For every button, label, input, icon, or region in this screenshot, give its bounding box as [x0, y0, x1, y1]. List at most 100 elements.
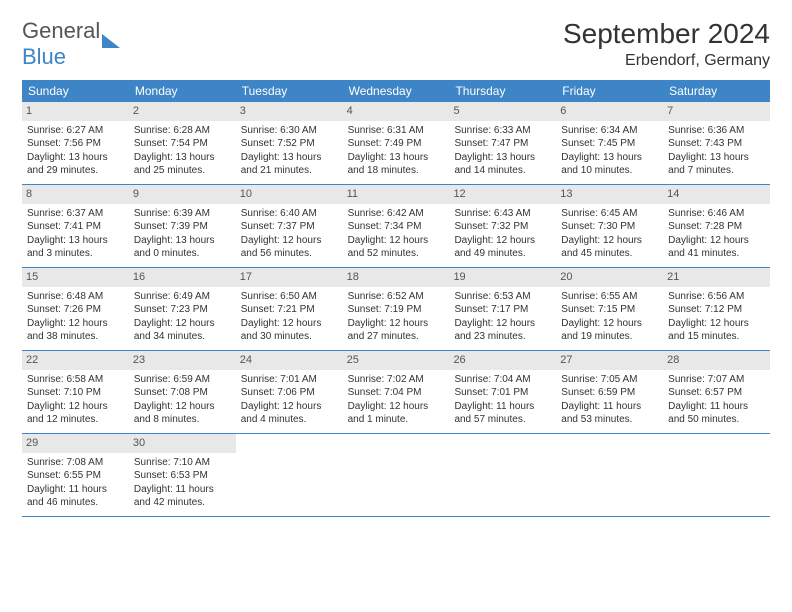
dl1-line: Daylight: 13 hours	[241, 151, 338, 165]
dl2-line: and 27 minutes.	[348, 330, 445, 344]
day-cell	[449, 434, 556, 516]
sunset-line: Sunset: 7:26 PM	[27, 303, 124, 317]
dl2-line: and 49 minutes.	[454, 247, 551, 261]
sunset-line: Sunset: 7:08 PM	[134, 386, 231, 400]
day-number: 22	[22, 351, 129, 370]
dl1-line: Daylight: 12 hours	[134, 400, 231, 414]
dl2-line: and 52 minutes.	[348, 247, 445, 261]
dl2-line: and 18 minutes.	[348, 164, 445, 178]
dl1-line: Daylight: 12 hours	[561, 234, 658, 248]
day-header-sunday: Sunday	[22, 80, 129, 102]
dl1-line: Daylight: 12 hours	[241, 400, 338, 414]
day-number: 18	[343, 268, 450, 287]
sunset-line: Sunset: 7:54 PM	[134, 137, 231, 151]
sunset-line: Sunset: 7:19 PM	[348, 303, 445, 317]
sunrise-line: Sunrise: 6:58 AM	[27, 373, 124, 387]
location-label: Erbendorf, Germany	[563, 52, 770, 70]
dl2-line: and 34 minutes.	[134, 330, 231, 344]
sunset-line: Sunset: 7:06 PM	[241, 386, 338, 400]
sunrise-line: Sunrise: 6:27 AM	[27, 124, 124, 138]
sunrise-line: Sunrise: 6:53 AM	[454, 290, 551, 304]
sunrise-line: Sunrise: 6:37 AM	[27, 207, 124, 221]
day-header-friday: Friday	[556, 80, 663, 102]
dl1-line: Daylight: 11 hours	[27, 483, 124, 497]
dl1-line: Daylight: 12 hours	[27, 400, 124, 414]
sunset-line: Sunset: 7:49 PM	[348, 137, 445, 151]
dl1-line: Daylight: 12 hours	[561, 317, 658, 331]
day-number: 14	[663, 185, 770, 204]
dl2-line: and 45 minutes.	[561, 247, 658, 261]
day-cell: 8 Sunrise: 6:37 AMSunset: 7:41 PMDaylight…	[22, 185, 129, 267]
sunrise-line: Sunrise: 6:52 AM	[348, 290, 445, 304]
day-number: 28	[663, 351, 770, 370]
dl1-line: Daylight: 12 hours	[668, 234, 765, 248]
day-cell: 27Sunrise: 7:05 AMSunset: 6:59 PMDayligh…	[556, 351, 663, 433]
sunrise-line: Sunrise: 7:04 AM	[454, 373, 551, 387]
dl1-line: Daylight: 12 hours	[454, 234, 551, 248]
sunset-line: Sunset: 7:04 PM	[348, 386, 445, 400]
day-number: 2	[129, 102, 236, 121]
dl2-line: and 23 minutes.	[454, 330, 551, 344]
sunrise-line: Sunrise: 6:45 AM	[561, 207, 658, 221]
day-number: 16	[129, 268, 236, 287]
week-row: 1Sunrise: 6:27 AMSunset: 7:56 PMDaylight…	[22, 102, 770, 185]
day-header-saturday: Saturday	[663, 80, 770, 102]
dl1-line: Daylight: 13 hours	[27, 234, 124, 248]
weeks-container: 1Sunrise: 6:27 AMSunset: 7:56 PMDaylight…	[22, 102, 770, 517]
sunset-line: Sunset: 7:28 PM	[668, 220, 765, 234]
sunset-line: Sunset: 7:47 PM	[454, 137, 551, 151]
sunrise-line: Sunrise: 6:43 AM	[454, 207, 551, 221]
dl1-line: Daylight: 12 hours	[27, 317, 124, 331]
sunset-line: Sunset: 7:21 PM	[241, 303, 338, 317]
dl2-line: and 0 minutes.	[134, 247, 231, 261]
day-cell: 6Sunrise: 6:34 AMSunset: 7:45 PMDaylight…	[556, 102, 663, 184]
dl1-line: Daylight: 13 hours	[27, 151, 124, 165]
day-cell: 14Sunrise: 6:46 AMSunset: 7:28 PMDayligh…	[663, 185, 770, 267]
dl1-line: Daylight: 12 hours	[241, 317, 338, 331]
day-number: 26	[449, 351, 556, 370]
day-number: 3	[236, 102, 343, 121]
dl1-line: Daylight: 12 hours	[668, 317, 765, 331]
week-row: 8Sunrise: 6:37 AMSunset: 7:41 PMDaylight…	[22, 185, 770, 268]
sunset-line: Sunset: 7:01 PM	[454, 386, 551, 400]
day-cell: 23Sunrise: 6:59 AMSunset: 7:08 PMDayligh…	[129, 351, 236, 433]
day-number: 12	[449, 185, 556, 204]
day-number: 7	[663, 102, 770, 121]
day-cell: 19Sunrise: 6:53 AMSunset: 7:17 PMDayligh…	[449, 268, 556, 350]
dl2-line: and 3 minutes.	[27, 247, 124, 261]
day-cell: 15Sunrise: 6:48 AMSunset: 7:26 PMDayligh…	[22, 268, 129, 350]
day-number: 30	[129, 434, 236, 453]
dl1-line: Daylight: 12 hours	[348, 317, 445, 331]
dl1-line: Daylight: 13 hours	[134, 151, 231, 165]
header: General Blue September 2024 Erbendorf, G…	[22, 18, 770, 70]
sunset-line: Sunset: 7:41 PM	[27, 220, 124, 234]
day-cell: 9Sunrise: 6:39 AMSunset: 7:39 PMDaylight…	[129, 185, 236, 267]
sunset-line: Sunset: 7:37 PM	[241, 220, 338, 234]
sunset-line: Sunset: 7:39 PM	[134, 220, 231, 234]
dl2-line: and 57 minutes.	[454, 413, 551, 427]
day-number: 15	[22, 268, 129, 287]
day-number-empty	[663, 434, 770, 453]
sunset-line: Sunset: 6:55 PM	[27, 469, 124, 483]
sunrise-line: Sunrise: 6:28 AM	[134, 124, 231, 138]
dl2-line: and 10 minutes.	[561, 164, 658, 178]
sunset-line: Sunset: 7:56 PM	[27, 137, 124, 151]
day-number: 20	[556, 268, 663, 287]
day-cell: 25Sunrise: 7:02 AMSunset: 7:04 PMDayligh…	[343, 351, 450, 433]
dl1-line: Daylight: 11 hours	[668, 400, 765, 414]
day-number: 19	[449, 268, 556, 287]
day-cell: 22Sunrise: 6:58 AMSunset: 7:10 PMDayligh…	[22, 351, 129, 433]
day-cell: 11Sunrise: 6:42 AMSunset: 7:34 PMDayligh…	[343, 185, 450, 267]
sunrise-line: Sunrise: 6:30 AM	[241, 124, 338, 138]
day-header-thursday: Thursday	[449, 80, 556, 102]
dl1-line: Daylight: 13 hours	[668, 151, 765, 165]
week-row: 29Sunrise: 7:08 AMSunset: 6:55 PMDayligh…	[22, 434, 770, 517]
day-cell: 20Sunrise: 6:55 AMSunset: 7:15 PMDayligh…	[556, 268, 663, 350]
day-number: 8	[22, 185, 129, 204]
day-cell: 18 Sunrise: 6:52 AMSunset: 7:19 PMDayligh…	[343, 268, 450, 350]
sunrise-line: Sunrise: 7:01 AM	[241, 373, 338, 387]
dl1-line: Daylight: 12 hours	[134, 317, 231, 331]
dl2-line: and 38 minutes.	[27, 330, 124, 344]
dl1-line: Daylight: 11 hours	[134, 483, 231, 497]
sunrise-line: Sunrise: 6:50 AM	[241, 290, 338, 304]
